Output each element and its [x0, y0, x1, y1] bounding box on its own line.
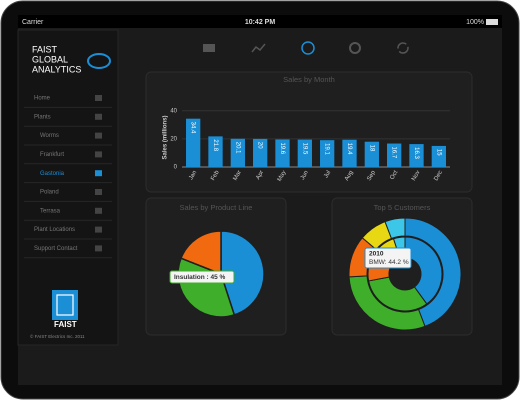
- y-tick-label: 40: [170, 108, 177, 114]
- bar-value-label: 19.1: [324, 143, 330, 155]
- tooltip: BMW: 44.2 %: [369, 259, 409, 266]
- bar: [431, 145, 446, 167]
- clock: 10:42 PM: [245, 19, 276, 26]
- x-tick-label: May: [277, 170, 288, 183]
- y-tick-label: 0: [174, 165, 178, 171]
- x-tick-label: Jan: [188, 170, 198, 181]
- bar-value-label: 20.1: [234, 142, 240, 154]
- donut-slice: [404, 236, 443, 305]
- menu-item[interactable]: Worms: [40, 133, 59, 139]
- bar-value-label: 19.6: [279, 142, 285, 154]
- battery-text: 100%: [466, 19, 484, 26]
- chart-title: Sales by Month: [283, 75, 335, 84]
- x-tick-label: Nov: [411, 170, 422, 182]
- tab-settings[interactable]: [349, 42, 361, 54]
- x-tick-label: Jul: [323, 170, 332, 180]
- menu-item[interactable]: Plants: [34, 114, 51, 120]
- tooltip: Insulation : 45 %: [174, 274, 226, 281]
- x-tick-label: Sep: [366, 169, 377, 182]
- x-tick-label: Apr: [255, 170, 265, 181]
- menu-icon: [95, 132, 102, 139]
- menu-item[interactable]: Frankfurt: [40, 152, 64, 158]
- x-tick-label: Feb: [210, 169, 221, 182]
- menu-icon: [95, 189, 102, 195]
- bar-value-label: 18: [368, 145, 374, 152]
- menu-icon: [95, 151, 102, 158]
- tab-table[interactable]: [203, 44, 215, 52]
- x-tick-label: Oct: [389, 170, 399, 181]
- menu-icon: [95, 95, 102, 101]
- tooltip-box: [364, 247, 412, 269]
- bar-value-label: 19.4: [346, 143, 352, 155]
- tab-dashboard[interactable]: [301, 41, 315, 55]
- battery-icon: [486, 19, 498, 25]
- carrier: Carrier: [22, 19, 44, 26]
- menu-item[interactable]: Plant Locations: [34, 227, 75, 233]
- top-toolbar: [203, 41, 409, 55]
- tooltip-box: [169, 270, 235, 284]
- bar: [253, 138, 268, 167]
- tab-trend[interactable]: [251, 43, 266, 53]
- menu-item[interactable]: Home: [34, 96, 51, 102]
- x-tick-label: Mar: [233, 170, 243, 182]
- bar-value-label: 15: [435, 149, 441, 156]
- x-tick-label: Jun: [300, 170, 310, 181]
- bar: [275, 139, 290, 167]
- pie-slice: [220, 230, 265, 316]
- copyright: © FAIST Electrics Inc. 2011: [30, 333, 85, 339]
- pie-slice: [180, 230, 222, 276]
- menu-item[interactable]: Gastonia: [40, 171, 65, 177]
- menu-icon: [95, 245, 102, 252]
- bar: [409, 144, 424, 167]
- bar: [364, 141, 379, 167]
- bar-value-label: 16.7: [391, 147, 397, 159]
- logo-pattern: [56, 294, 74, 316]
- menu: Home Plants Worms Frankfurt Gastonia Poland Te…: [24, 95, 112, 259]
- menu-icon: [95, 113, 102, 120]
- bar: [230, 138, 245, 167]
- brand-line: GLOBAL: [32, 54, 68, 64]
- menu-item[interactable]: Support Contact: [34, 246, 78, 252]
- y-axis-label: Sales (millions): [163, 115, 169, 159]
- status-bar: [18, 15, 502, 28]
- brand-line: FAIST: [32, 44, 58, 54]
- menu-icon: [95, 207, 102, 214]
- bar: [387, 143, 402, 167]
- menu-icon: [95, 226, 102, 233]
- chart-title: Sales by Product Line: [180, 203, 253, 212]
- tooltip-title: 2010: [369, 251, 384, 258]
- tab-refresh[interactable]: [397, 42, 409, 54]
- bar: [186, 118, 201, 167]
- donut-slice: [384, 217, 406, 240]
- donut-slice: [368, 276, 428, 312]
- bar-value-label: 16.3: [413, 147, 419, 159]
- menu-item[interactable]: Terrasa: [40, 208, 61, 214]
- menu-icon: [95, 170, 102, 177]
- bar-value-label: 19.5: [301, 143, 307, 155]
- bar-value-label: 34.4: [190, 122, 196, 134]
- logo: FAIST: [54, 320, 77, 329]
- bar-value-label: 21.8: [212, 139, 218, 151]
- brand-icon: [87, 53, 111, 69]
- chart-title: Top 5 Customers: [374, 203, 431, 212]
- brand-line: ANALYTICS: [32, 64, 81, 74]
- bar: [297, 139, 312, 167]
- bar: [320, 140, 335, 167]
- x-tick-label: Aug: [344, 170, 355, 182]
- bar: [342, 139, 357, 167]
- bar: [208, 136, 223, 167]
- y-tick-label: 20: [170, 136, 177, 142]
- x-tick-label: Dec: [433, 170, 444, 182]
- menu-item[interactable]: Poland: [40, 190, 59, 196]
- bar-value-label: 20: [257, 142, 263, 149]
